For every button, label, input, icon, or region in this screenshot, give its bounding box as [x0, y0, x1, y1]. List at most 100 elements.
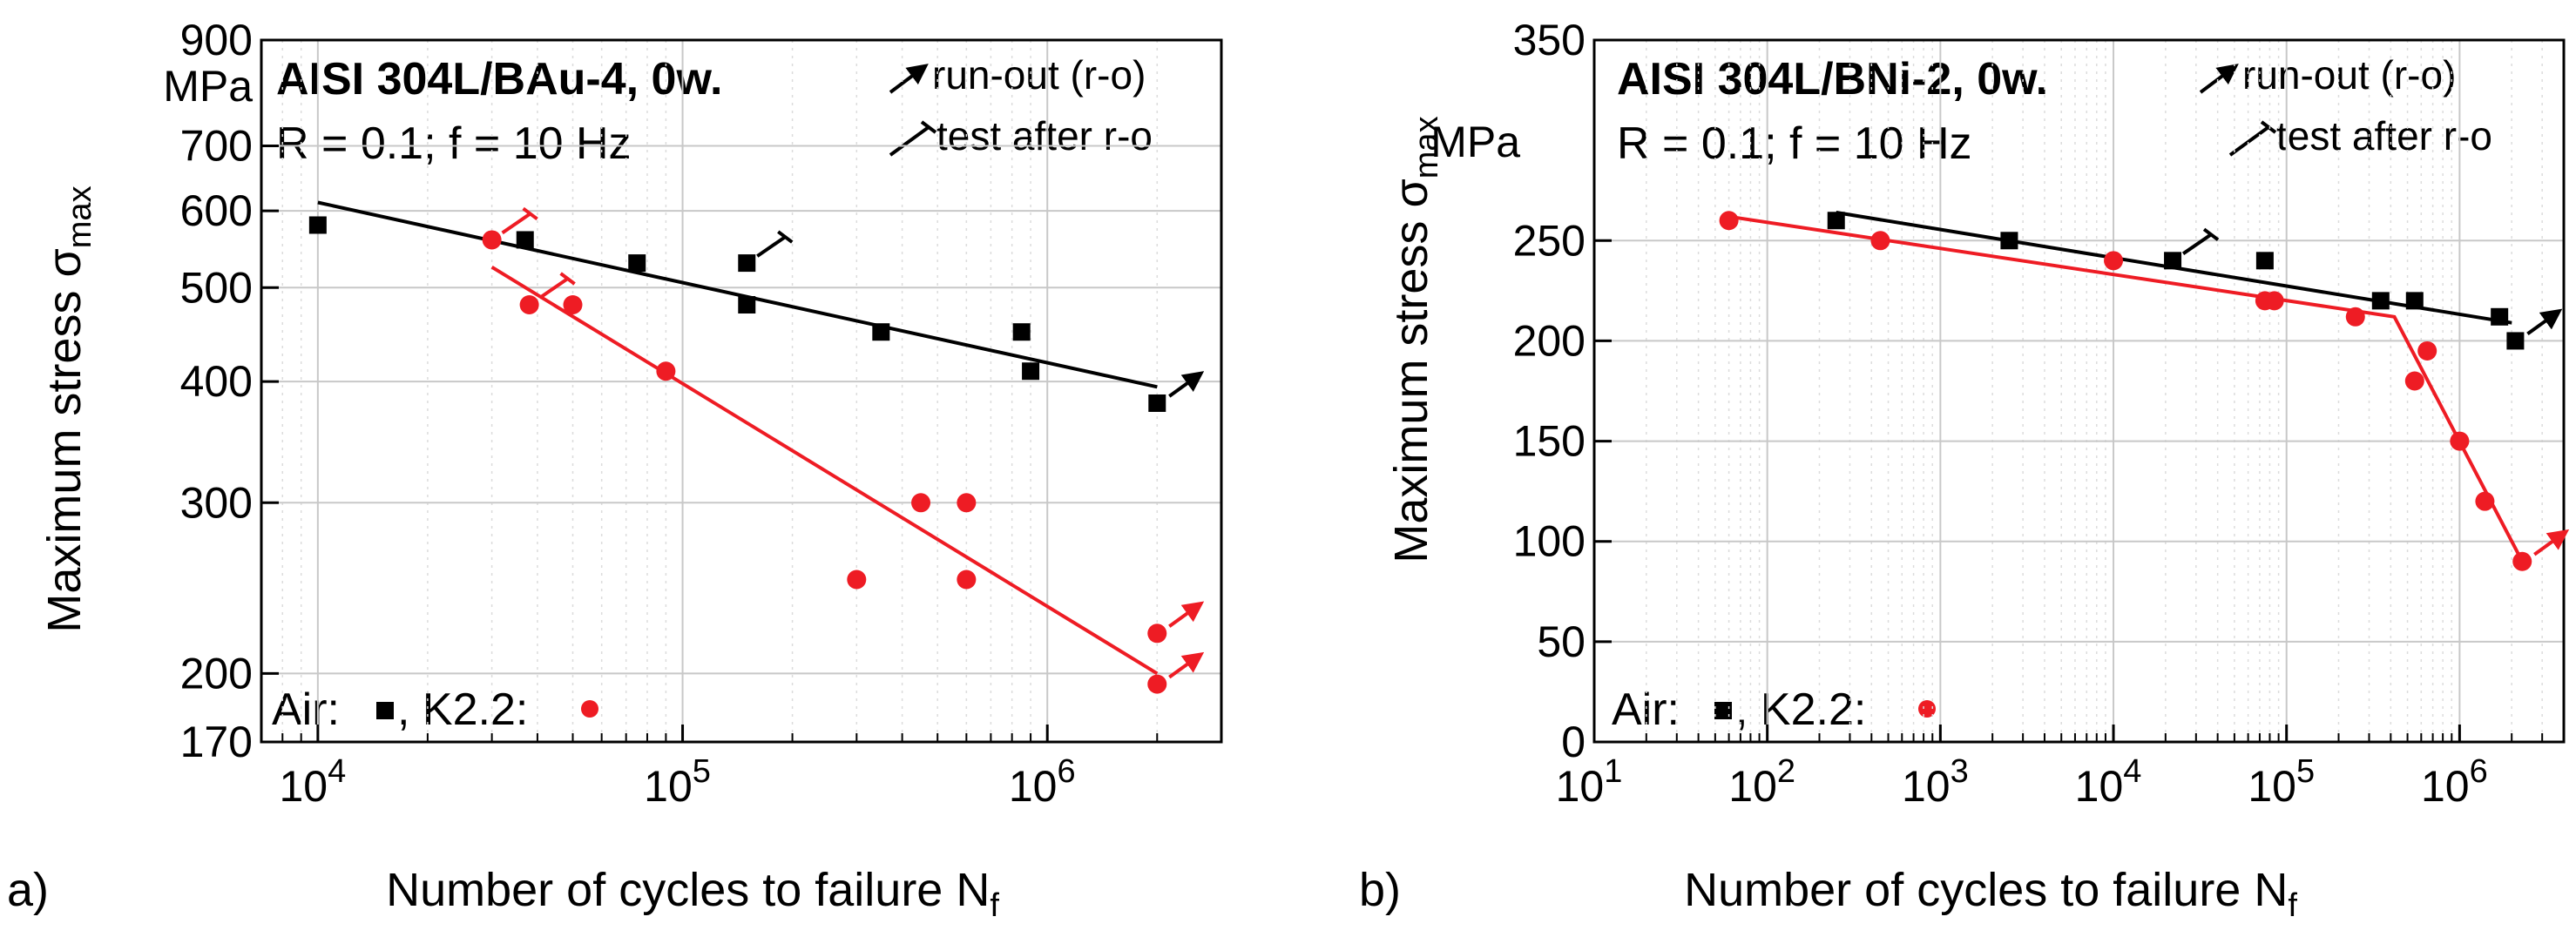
x-tick-base-b: 10 [2421, 762, 2470, 811]
x-tick-label-b: 105 [2248, 753, 2315, 811]
y-unit-b: MPa [1430, 118, 1520, 166]
fit-line-k22-a [490, 265, 1159, 676]
point-air-b [2506, 332, 2525, 350]
test-after-label-b: test after r-o [2276, 113, 2492, 158]
x-tick-base-a: 10 [1009, 762, 1058, 811]
x-axis-title-a-sub: f [990, 887, 999, 924]
y-tick-label-a: 170 [180, 718, 253, 766]
panel-label-b: b) [1359, 864, 1401, 916]
x-tick-exp-b: 3 [1951, 753, 1969, 790]
point-k22-b [1870, 231, 1890, 251]
point-air-b [2255, 252, 2274, 270]
point-air-b [2491, 307, 2509, 326]
key-k22-b: , K2.2: [1735, 684, 1866, 735]
y-tick-label-a: 200 [180, 649, 253, 698]
point-air-a [1022, 362, 1040, 381]
y-tick-label-b: 150 [1513, 417, 1585, 466]
x-tick-exp-b: 5 [2296, 753, 2315, 790]
y-axis-title-a-main: Maximum stress σ [38, 248, 91, 632]
legend-test-after-a: test after r-o [889, 113, 1153, 158]
test-after-mark-k22-a [538, 272, 576, 300]
x-tick-exp-b: 4 [2123, 753, 2141, 790]
y-axis-title-a: Maximum stress σmax [38, 185, 98, 632]
y-tick-label-b: 200 [1513, 316, 1585, 365]
point-air-a [738, 254, 756, 273]
point-k22-b [2417, 340, 2437, 361]
key-k22-marker-a [581, 700, 598, 718]
point-air-a [738, 296, 756, 314]
key-air-b: Air: [1612, 684, 1680, 735]
x-tick-exp-a: 6 [1057, 753, 1075, 790]
x-axis-title-b-sub: f [2288, 887, 2297, 924]
chart-title-a: AISI 304L/BAu-4, 0w. [276, 54, 722, 104]
x-tick-base-b: 10 [1728, 762, 1777, 811]
test-after-mark-air-a [756, 230, 794, 258]
point-k22-a [1147, 624, 1167, 644]
key-k22-marker-b [1918, 700, 1936, 718]
x-axis-title-b-main: Number of cycles to failure N [1684, 864, 2288, 916]
x-axis-title-a: Number of cycles to failure Nf [386, 864, 999, 924]
conditions-b: R = 0.1; f = 10 Hz [1617, 118, 1972, 169]
x-tick-base-a: 10 [644, 762, 693, 811]
point-air-a [1012, 323, 1031, 341]
point-k22-b [2512, 551, 2532, 571]
point-air-a [1148, 394, 1166, 412]
x-tick-base-b: 10 [2248, 762, 2296, 811]
y-tick-label-b: 50 [1537, 617, 1585, 666]
y-axis-title-b: Maximum stress σmax [1385, 116, 1445, 563]
x-tick-exp-b: 1 [1604, 753, 1622, 790]
y-tick-label-b: 0 [1561, 718, 1585, 766]
point-air-a [872, 323, 890, 341]
y-tick-label-a: 700 [180, 122, 253, 171]
point-air-a [308, 216, 327, 234]
x-tick-label-b: 101 [1556, 753, 1623, 811]
runout-arrow-k22-a [1168, 651, 1205, 679]
point-air-b [2000, 232, 2018, 250]
runout-arrow-air-b [2526, 308, 2563, 336]
runout-arrow-icon-a [889, 64, 929, 94]
point-air-b [2405, 292, 2424, 310]
y-axis-title-b-main: Maximum stress σ [1385, 179, 1437, 563]
x-tick-base-b: 10 [1556, 762, 1605, 811]
test-after-icon-b [2228, 120, 2277, 157]
x-tick-label-a: 105 [644, 753, 711, 811]
key-k22-a: , K2.2: [397, 684, 528, 735]
point-k22-a [519, 295, 539, 315]
y-tick-label-a: 600 [180, 186, 253, 235]
point-air-a [516, 231, 534, 249]
point-air-a [628, 254, 646, 273]
panel-label-a: a) [7, 864, 49, 916]
point-k22-a [656, 361, 676, 381]
y-axis-title-b-sub: max [1409, 116, 1445, 179]
test-after-mark-k22-a [501, 206, 538, 235]
key-air-marker-b [1714, 702, 1732, 719]
y-tick-label-a: 500 [180, 263, 253, 312]
x-tick-base-b: 10 [1902, 762, 1951, 811]
test-after-label-a: test after r-o [936, 113, 1153, 158]
point-air-b [2371, 292, 2390, 310]
point-k22-b [1719, 211, 1739, 231]
test-after-mark-air-b [2181, 227, 2220, 255]
point-air-b [1827, 212, 1845, 230]
plot-frame-b [1592, 38, 2566, 744]
point-k22-b [2345, 307, 2365, 327]
runout-label-b: run-out (r-o) [2242, 52, 2456, 98]
key-a: Air: , K2.2: [272, 684, 598, 735]
y-axis-title-a-sub: max [62, 185, 98, 248]
point-k22-a [847, 570, 867, 590]
x-axis-title-b: Number of cycles to failure Nf [1684, 864, 2297, 924]
y-tick-label-b: 350 [1513, 16, 1585, 64]
runout-arrow-k22-b [2533, 529, 2570, 556]
point-air-b [2164, 252, 2182, 270]
point-k22-a [957, 570, 977, 590]
key-air-marker-a [376, 702, 394, 719]
point-k22-a [482, 230, 502, 250]
legend-test-after-b: test after r-o [2228, 113, 2492, 158]
x-tick-exp-b: 6 [2470, 753, 2488, 790]
x-tick-base-a: 10 [279, 762, 328, 811]
y-tick-label-a: 300 [180, 478, 253, 527]
